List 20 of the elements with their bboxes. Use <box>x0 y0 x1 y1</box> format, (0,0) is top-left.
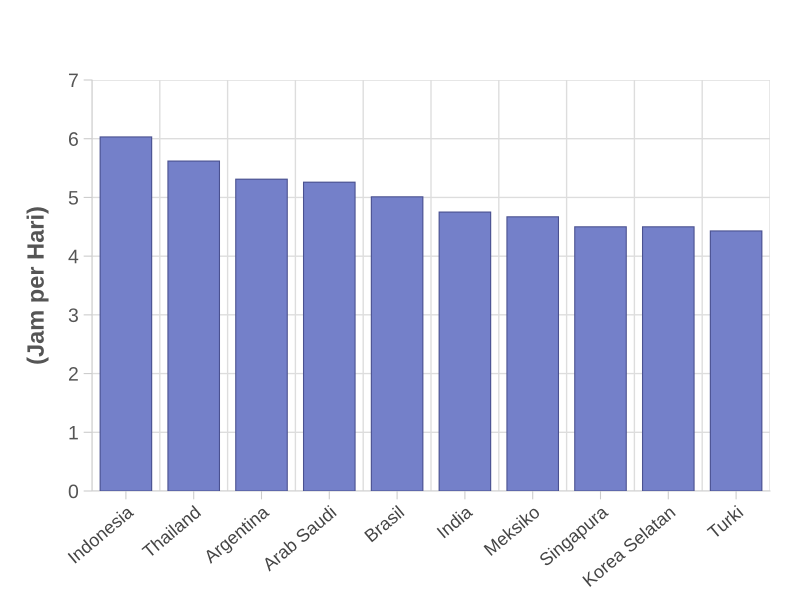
y-axis-title: (Jam per Hari) <box>26 207 49 364</box>
y-tick-label: 6 <box>68 132 78 146</box>
y-tick-label: 1 <box>69 426 78 440</box>
bar <box>100 136 152 491</box>
x-tick-label: India <box>436 504 474 538</box>
bar <box>710 230 762 491</box>
bar <box>506 216 560 491</box>
y-tick-label: 4 <box>68 250 78 264</box>
bar <box>370 196 424 491</box>
y-tick-label: 0 <box>68 484 78 498</box>
y-tick-label: 5 <box>68 191 78 205</box>
bar <box>438 212 492 491</box>
bar <box>642 226 695 491</box>
bar <box>167 160 220 491</box>
y-tick-label: 7 <box>68 74 78 88</box>
y-tick-label: 3 <box>68 308 78 322</box>
bar <box>302 182 356 491</box>
bar <box>574 226 627 491</box>
bar <box>235 178 288 491</box>
y-tick-label: 2 <box>68 367 78 381</box>
